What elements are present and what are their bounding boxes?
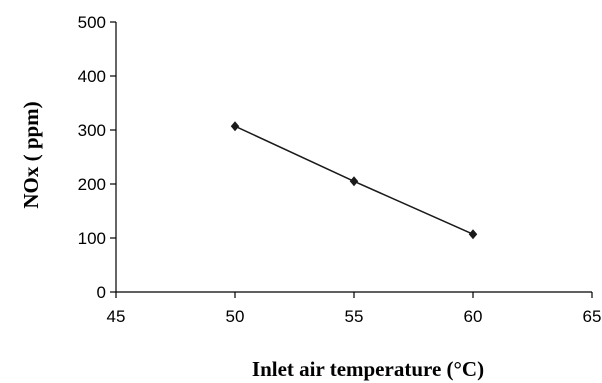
x-axis-title: Inlet air temperature (°C) [252, 357, 484, 381]
x-tick-label: 55 [345, 307, 364, 326]
data-point-marker [230, 121, 240, 132]
y-tick-label: 300 [78, 121, 106, 140]
y-tick-label: 400 [78, 67, 106, 86]
data-point-marker [349, 176, 359, 187]
x-tick-label: 50 [226, 307, 245, 326]
x-tick-label: 60 [464, 307, 483, 326]
data-point-marker [468, 229, 478, 240]
x-tick-label: 65 [583, 307, 602, 326]
series-group [230, 121, 478, 240]
y-tick-label: 200 [78, 175, 106, 194]
y-axis-ticks: 0 100 200 300 400 500 [78, 13, 116, 302]
y-tick-label: 0 [97, 283, 106, 302]
x-axis-ticks: 45 50 55 60 65 [107, 292, 602, 326]
y-axis-title: NOx ( ppm) [19, 101, 43, 208]
y-tick-label: 500 [78, 13, 106, 32]
y-tick-label: 100 [78, 229, 106, 248]
x-tick-label: 45 [107, 307, 126, 326]
axes [115, 22, 592, 293]
